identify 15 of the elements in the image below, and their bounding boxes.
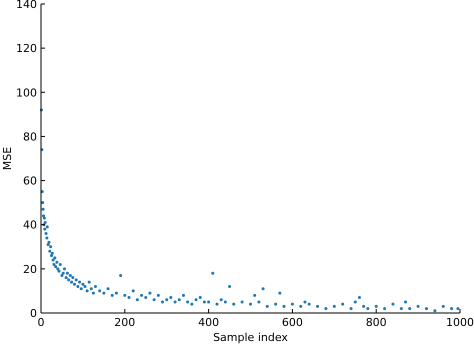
x-tick-label: 200 [114, 316, 136, 329]
y-tick-label: 0 [30, 307, 37, 320]
x-tick-label: 600 [282, 316, 303, 329]
y-tick-label: 80 [23, 130, 37, 144]
x-tick-label: 800 [366, 316, 387, 329]
x-tick-label: 400 [198, 316, 220, 329]
x-axis-title: Sample index [213, 331, 288, 344]
y-tick-label: 120 [16, 42, 37, 56]
y-axis-title: MSE [1, 146, 14, 170]
y-tick-label: 60 [23, 174, 37, 188]
x-tick-label: 1000 [446, 316, 474, 329]
y-tick-label: 20 [23, 262, 37, 276]
y-tick-label: 100 [16, 86, 37, 100]
y-tick-label: 40 [23, 218, 37, 232]
y-tick-label: 140 [16, 0, 37, 11]
